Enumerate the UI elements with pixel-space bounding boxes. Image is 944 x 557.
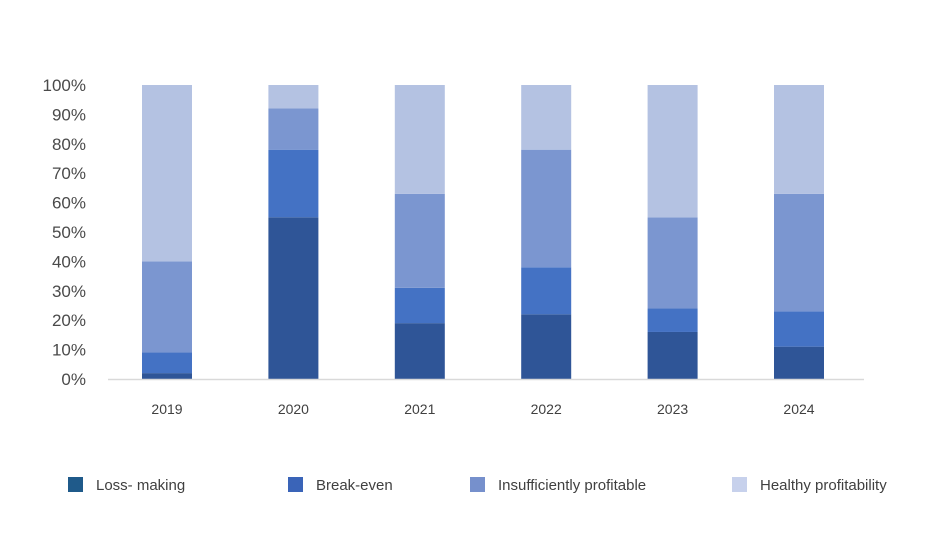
legend-item: Healthy profitability	[732, 477, 887, 494]
bar-stack-2024	[774, 85, 824, 379]
bar-segment-healthy-profitability	[394, 85, 445, 194]
bar-segment-insufficiently-profitable	[394, 193, 445, 288]
bar-stack-2023	[647, 85, 698, 379]
bar-segment-healthy-profitability	[142, 85, 192, 262]
legend: Loss- making Break-even Insufficiently pro…	[68, 477, 887, 494]
y-tick-label: 10%	[52, 341, 86, 360]
bar-stack-2020	[268, 85, 319, 379]
x-axis: 2019 2020 2021 2022 2023 2024	[151, 401, 814, 417]
y-tick-label: 90%	[52, 105, 86, 124]
legend-swatch	[470, 477, 485, 492]
x-tick-label: 2019	[151, 401, 182, 417]
bar-segment-insufficiently-profitable	[142, 261, 192, 353]
x-tick-label: 2023	[657, 401, 688, 417]
legend-swatch	[68, 477, 83, 492]
x-tick-label: 2020	[278, 401, 309, 417]
y-tick-label: 0%	[61, 370, 86, 389]
y-axis: 0% 10% 20% 30% 40% 50% 60% 70% 80% 90% 100%	[43, 76, 86, 389]
y-tick-label: 60%	[52, 194, 86, 213]
bar-segment-break-even	[268, 149, 319, 218]
y-tick-label: 100%	[43, 76, 86, 95]
legend-label: Break-even	[316, 477, 393, 494]
bar-segment-loss-making	[142, 373, 192, 379]
x-tick-label: 2024	[783, 401, 814, 417]
bar-segment-healthy-profitability	[521, 85, 572, 150]
bar-segment-break-even	[647, 308, 698, 332]
y-tick-label: 50%	[52, 223, 86, 242]
y-tick-label: 20%	[52, 311, 86, 330]
bar-segment-insufficiently-profitable	[521, 149, 572, 268]
bar-segment-loss-making	[268, 217, 319, 379]
bars	[142, 85, 824, 379]
legend-swatch	[732, 477, 747, 492]
bar-segment-healthy-profitability	[774, 85, 824, 194]
bar-segment-insufficiently-profitable	[647, 217, 698, 309]
bar-stack-2021	[394, 85, 445, 379]
y-tick-label: 80%	[52, 135, 86, 154]
bar-segment-loss-making	[774, 346, 824, 379]
bar-segment-loss-making	[647, 331, 698, 379]
y-tick-label: 40%	[52, 252, 86, 271]
legend-label: Loss- making	[96, 477, 185, 494]
legend-item: Loss- making	[68, 477, 185, 494]
legend-item: Insufficiently profitable	[470, 477, 646, 494]
bar-stack-2019	[142, 85, 192, 379]
legend-swatch	[288, 477, 303, 492]
legend-label: Healthy profitability	[760, 477, 887, 494]
legend-label: Insufficiently profitable	[498, 477, 646, 494]
bar-segment-healthy-profitability	[268, 85, 319, 109]
bar-segment-break-even	[521, 267, 572, 315]
bar-segment-loss-making	[394, 323, 445, 379]
y-tick-label: 70%	[52, 164, 86, 183]
bar-segment-insufficiently-profitable	[268, 108, 319, 150]
bar-segment-loss-making	[521, 314, 572, 379]
y-tick-label: 30%	[52, 282, 86, 301]
bar-stack-2022	[521, 85, 572, 379]
x-tick-label: 2021	[404, 401, 435, 417]
bar-segment-break-even	[142, 352, 192, 374]
bar-segment-healthy-profitability	[647, 85, 698, 218]
bar-segment-break-even	[394, 287, 445, 324]
legend-item: Break-even	[288, 477, 393, 494]
x-tick-label: 2022	[531, 401, 562, 417]
bar-segment-insufficiently-profitable	[774, 193, 824, 312]
bar-segment-break-even	[774, 311, 824, 347]
